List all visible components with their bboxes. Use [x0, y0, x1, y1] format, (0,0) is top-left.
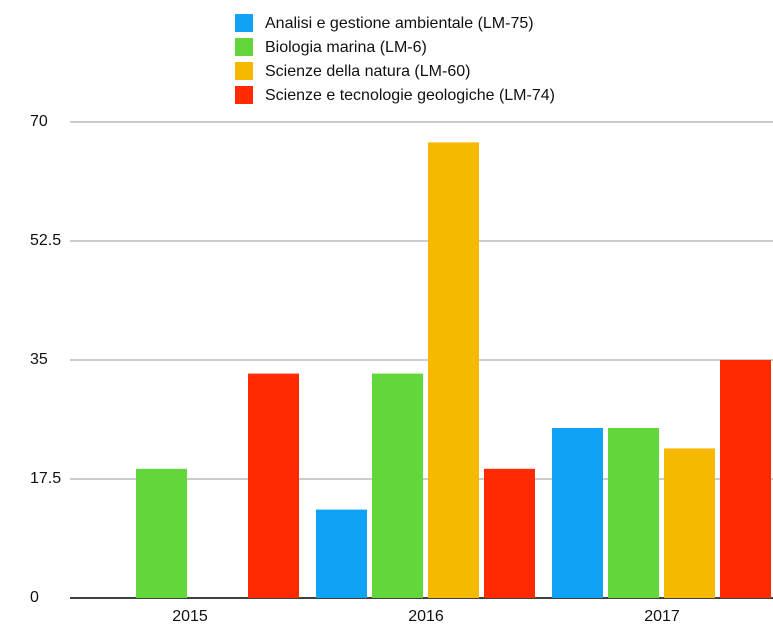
y-tick-label: 35: [30, 351, 48, 368]
legend-label: Analisi e gestione ambientale (LM-75): [265, 15, 534, 32]
legend-label: Scienze della natura (LM-60): [265, 63, 470, 80]
y-tick-label: 17.5: [30, 470, 61, 487]
y-tick-label: 52.5: [30, 232, 61, 249]
bar: [552, 428, 603, 598]
legend-label: Scienze e tecnologie geologiche (LM-74): [265, 87, 555, 104]
legend-swatch: [235, 62, 253, 80]
bar: [248, 373, 299, 598]
x-tick-label: 2015: [172, 608, 208, 625]
bar: [428, 142, 479, 598]
legend-swatch: [235, 38, 253, 56]
legend-swatch: [235, 14, 253, 32]
bar: [664, 448, 715, 598]
bar: [316, 509, 367, 598]
y-tick-label: 0: [30, 589, 39, 606]
x-tick-label: 2016: [408, 608, 444, 625]
bar: [136, 468, 187, 598]
x-tick-label: 2017: [644, 608, 680, 625]
bar: [608, 428, 659, 598]
bar: [484, 468, 535, 598]
legend-swatch: [235, 86, 253, 104]
bar: [372, 373, 423, 598]
legend-label: Biologia marina (LM-6): [265, 39, 427, 56]
y-tick-label: 70: [30, 113, 48, 130]
bar: [720, 360, 771, 598]
